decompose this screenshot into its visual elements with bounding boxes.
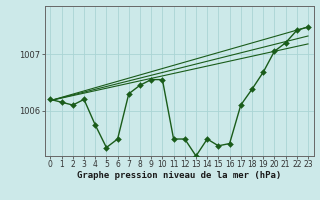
X-axis label: Graphe pression niveau de la mer (hPa): Graphe pression niveau de la mer (hPa) — [77, 171, 281, 180]
